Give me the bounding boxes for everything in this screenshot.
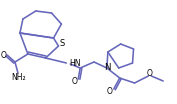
Text: S: S <box>60 38 65 48</box>
Text: O: O <box>107 87 113 97</box>
Text: O: O <box>0 51 6 61</box>
Text: O: O <box>71 77 77 87</box>
Text: NH₂: NH₂ <box>12 72 26 82</box>
Text: N: N <box>105 64 111 72</box>
Text: HN: HN <box>69 59 81 69</box>
Text: O: O <box>146 69 152 79</box>
